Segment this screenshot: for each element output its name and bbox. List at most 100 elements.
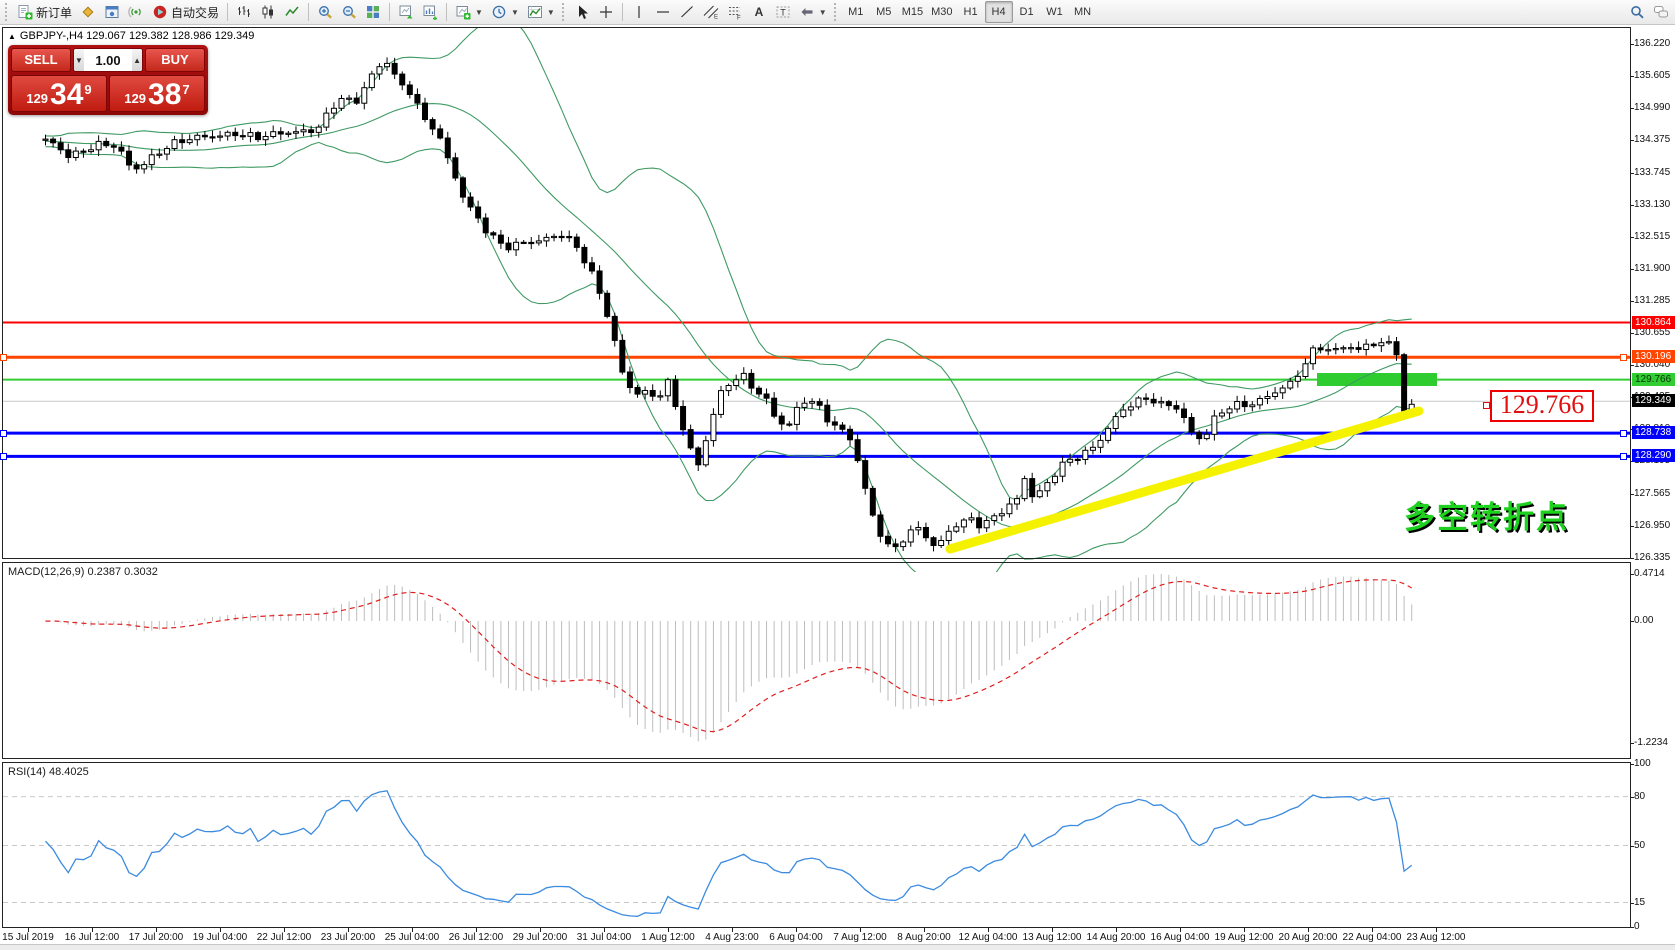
price-axis-label: 131.285	[1634, 294, 1671, 306]
dropdown-caret-icon[interactable]: ▼	[510, 7, 519, 17]
line-chart-button[interactable]	[280, 1, 304, 23]
profiles-button[interactable]: ▼	[487, 1, 523, 23]
volume-decrease-button[interactable]: ▼	[74, 49, 84, 71]
data-window-button[interactable]	[100, 1, 124, 23]
timeframe-m15-button[interactable]: M15	[901, 6, 924, 18]
candlestick-canvas	[3, 28, 1630, 917]
price-callout-box[interactable]: 129.766	[1490, 390, 1594, 422]
time-axis-label: 7 Aug 12:00	[833, 932, 887, 943]
line-handle[interactable]	[0, 429, 7, 437]
price-axis-label: 134.375	[1634, 133, 1671, 145]
volume-input[interactable]	[83, 49, 133, 71]
line-handle[interactable]	[0, 353, 7, 361]
time-axis-label: 17 Jul 20:00	[128, 932, 184, 943]
toolbar-grip[interactable]	[5, 3, 10, 21]
signals-button[interactable]	[124, 1, 148, 23]
macd-axis-label: -1.2234	[1634, 737, 1668, 749]
text-label-button[interactable]: T	[771, 1, 795, 23]
turning-point-annotation[interactable]: 多空转折点	[1404, 500, 1569, 535]
new-chart-button[interactable]: ▼	[451, 1, 487, 23]
timeframe-h4-button[interactable]: H4	[984, 1, 1013, 23]
indicators-button[interactable]: ▼	[523, 1, 559, 23]
new-order-button-icon	[18, 5, 33, 20]
market-watch-button[interactable]	[76, 1, 100, 23]
price-axis-tick	[1630, 204, 1634, 206]
price-axis-tick	[1630, 300, 1634, 302]
bar-chart-button[interactable]	[232, 1, 256, 23]
zoom-in-button[interactable]	[313, 1, 337, 23]
sell-price-button[interactable]: 129 34 9	[11, 75, 107, 112]
timeframe-m1-button[interactable]: M1	[848, 6, 864, 18]
callout-anchor-handle[interactable]	[1483, 402, 1490, 409]
auto-arrange-button[interactable]	[394, 1, 418, 23]
sell-button[interactable]: SELL	[11, 48, 71, 72]
time-axis-label: 16 Aug 04:00	[1150, 932, 1210, 943]
price-axis-tick	[1630, 494, 1634, 496]
level-price-label: 128.290	[1632, 449, 1675, 463]
vertical-line-button[interactable]	[627, 1, 651, 23]
svg-text:T: T	[780, 8, 786, 18]
zoom-out-button[interactable]	[337, 1, 361, 23]
level-price-label: 129.766	[1632, 372, 1675, 386]
rsi-axis-tick	[1630, 845, 1634, 847]
toolbar-grip[interactable]	[561, 3, 567, 21]
search-button[interactable]	[1625, 1, 1649, 23]
price-axis-tick	[1630, 365, 1634, 367]
time-axis-label: 19 Jul 04:00	[192, 932, 248, 943]
level-price-label: 130.196	[1632, 350, 1675, 364]
rsi-axis-label: 0	[1634, 921, 1640, 932]
arrows-button[interactable]: ▼	[795, 1, 831, 23]
horizontal-line-button[interactable]	[651, 1, 675, 23]
autotrading-button[interactable]: 自动交易	[148, 1, 223, 23]
track-chart-button-icon	[423, 5, 438, 20]
text-button[interactable]: A	[747, 1, 771, 23]
line-handle[interactable]	[1620, 452, 1627, 460]
track-chart-button[interactable]	[418, 1, 442, 23]
price-axis-label: 136.220	[1634, 38, 1671, 49]
price-axis-tick	[1630, 236, 1634, 238]
symbol-quote-line[interactable]: ▲ GBPJPY-,H4 129.067 129.382 128.986 129.…	[8, 30, 254, 42]
crosshair-button[interactable]	[594, 1, 618, 23]
line-handle[interactable]	[0, 452, 7, 460]
timeframe-h1-button[interactable]: H1	[963, 6, 978, 18]
cursor-button[interactable]	[570, 1, 594, 23]
chat-button[interactable]	[1649, 1, 1673, 23]
timeframe-mn-button[interactable]: MN	[1073, 6, 1092, 18]
equidistant-channel-button-icon: E	[703, 5, 719, 21]
dropdown-caret-icon[interactable]: ▼	[475, 7, 483, 17]
collapse-arrow-icon[interactable]: ▲	[8, 32, 16, 41]
trendline-button[interactable]	[675, 1, 699, 23]
candlestick-chart-button[interactable]	[256, 1, 280, 23]
price-axis-tick	[1630, 268, 1634, 270]
price-axis-label: 132.515	[1634, 230, 1671, 242]
volume-increase-button[interactable]: ▲	[132, 49, 142, 71]
new-order-button[interactable]: 新订单	[13, 1, 76, 23]
chart-window: ▲ GBPJPY-,H4 129.067 129.382 128.986 129.…	[0, 26, 1675, 950]
svg-text:F: F	[737, 16, 741, 21]
dropdown-caret-icon[interactable]: ▼	[818, 7, 827, 17]
horizontal-line-button-icon	[656, 11, 669, 13]
fibonacci-button[interactable]: F	[723, 1, 747, 23]
rsi-axis-label: 15	[1634, 896, 1646, 908]
equidistant-channel-button[interactable]: E	[699, 1, 723, 23]
toolbar-grip[interactable]	[833, 3, 839, 21]
timeframe-w1-button[interactable]: W1	[1046, 6, 1063, 18]
timeframe-m5-button[interactable]: M5	[876, 6, 892, 18]
timeframe-m30-button[interactable]: M30	[931, 6, 953, 18]
one-click-trading-panel: SELL ▼ ▲ BUY 129 34 9 129 38 7	[8, 45, 208, 115]
line-handle[interactable]	[1620, 353, 1627, 361]
time-axis-tick	[1244, 928, 1245, 932]
dropdown-caret-icon[interactable]: ▼	[546, 7, 555, 17]
time-axis-label: 14 Aug 20:00	[1086, 932, 1146, 943]
time-axis-tick	[156, 928, 157, 932]
buy-price-button[interactable]: 129 38 7	[109, 75, 205, 112]
buy-button[interactable]: BUY	[145, 48, 205, 72]
time-axis-label: 13 Aug 12:00	[1022, 932, 1082, 943]
toolbar-separator	[446, 3, 448, 21]
time-axis-tick	[28, 928, 29, 932]
time-axis-tick	[668, 928, 669, 932]
tile-windows-button[interactable]	[361, 1, 385, 23]
svg-text:E: E	[714, 15, 718, 21]
line-handle[interactable]	[1620, 429, 1627, 437]
timeframe-d1-button[interactable]: D1	[1019, 6, 1034, 18]
